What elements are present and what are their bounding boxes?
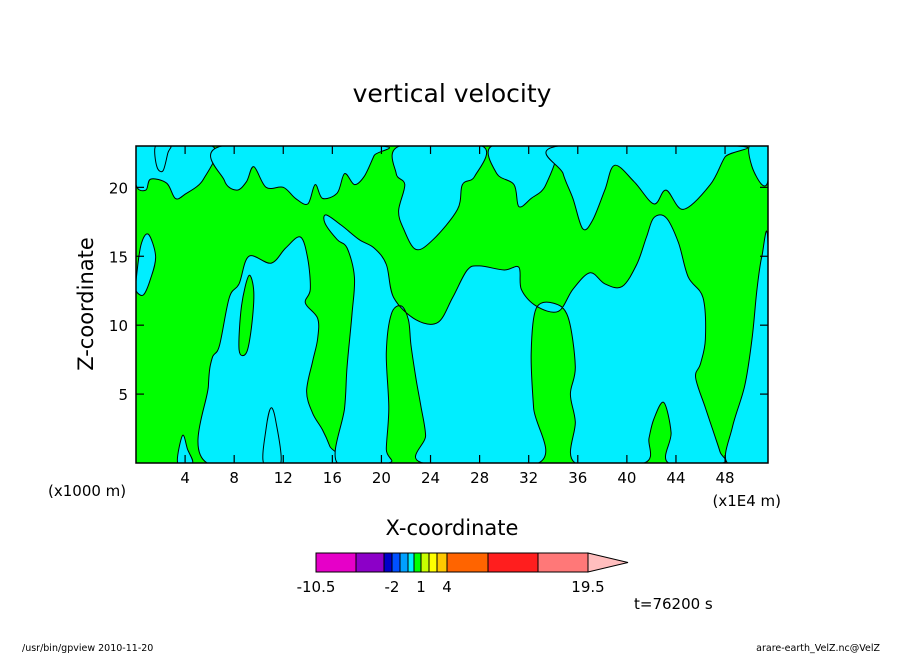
x-tick-label: 36 — [568, 469, 587, 487]
y-axis-label: Z-coordinate — [74, 237, 98, 371]
x-tick-label: 28 — [470, 469, 489, 487]
x-unit-right: (x1E4 m) — [712, 492, 781, 510]
time-label: t=76200 s — [634, 595, 713, 613]
contour-region-10 — [323, 214, 727, 463]
colorbar-swatch — [487, 552, 539, 573]
x-tick-label: 44 — [666, 469, 685, 487]
footer-right: arare-earth_VelZ.nc@VelZ — [756, 643, 880, 654]
contour-region-11 — [724, 230, 768, 463]
colorbar-swatch — [428, 552, 438, 573]
x-tick-label: 8 — [229, 469, 239, 487]
colorbar-label: -10.5 — [297, 578, 336, 596]
x-tick-label: 32 — [519, 469, 538, 487]
chart-title: vertical velocity — [353, 79, 552, 108]
x-tick-label: 4 — [180, 469, 190, 487]
y-tick-label: 10 — [109, 317, 128, 335]
contour-region-13 — [238, 274, 255, 357]
y-tick-label: 15 — [109, 248, 128, 266]
contour-regions — [136, 146, 768, 463]
colorbar-swatch — [399, 552, 409, 573]
colorbar-label: 19.5 — [571, 578, 604, 596]
x-tick-label: 12 — [274, 469, 293, 487]
x-tick-label: 20 — [372, 469, 391, 487]
colorbar-label: -2 — [385, 578, 400, 596]
colorbar-swatch — [420, 552, 430, 573]
contour-region-12 — [262, 407, 282, 463]
contour-region-6 — [748, 146, 768, 187]
x-tick-label: 40 — [617, 469, 636, 487]
x-tick-label: 16 — [323, 469, 342, 487]
contour-region-3 — [391, 146, 488, 251]
y-tick-label: 20 — [109, 179, 128, 197]
y-axis-ticks: 5 10 15 20 — [109, 179, 768, 404]
contour-region-1 — [154, 146, 172, 173]
colorbar-swatch — [537, 552, 589, 573]
contour-region-8 — [176, 434, 194, 463]
plot-frame — [135, 145, 769, 464]
colorbar-swatch — [315, 552, 357, 573]
contour-region-2 — [210, 146, 390, 205]
x-unit-left: (x1000 m) — [48, 482, 126, 500]
contour-region-5 — [545, 146, 748, 231]
colorbar-swatch — [446, 552, 489, 573]
colorbar-swatch — [413, 552, 422, 573]
x-axis-ticks: 4 8 12 16 20 24 28 32 36 40 44 48 — [180, 146, 735, 487]
x-axis-label: X-coordinate — [386, 516, 519, 540]
colorbar-labels: -10.5 -2 1 4 19.5 — [297, 578, 605, 596]
colorbar-swatch — [355, 552, 385, 573]
contour-region-9 — [197, 236, 344, 463]
colorbar-swatch — [407, 552, 415, 573]
x-tick-label: 24 — [421, 469, 440, 487]
colorbar-swatch — [383, 552, 393, 573]
colorbar-label: 1 — [416, 578, 426, 596]
colorbar-swatch — [436, 552, 448, 573]
colorbar-label: 4 — [442, 578, 452, 596]
y-tick-label: 5 — [118, 386, 128, 404]
colorbar-swatch — [391, 552, 401, 573]
x-tick-label: 48 — [716, 469, 735, 487]
footer-left: /usr/bin/gpview 2010-11-20 — [22, 643, 153, 654]
colorbar-end-arrow — [587, 552, 629, 573]
colorbar — [315, 552, 629, 573]
